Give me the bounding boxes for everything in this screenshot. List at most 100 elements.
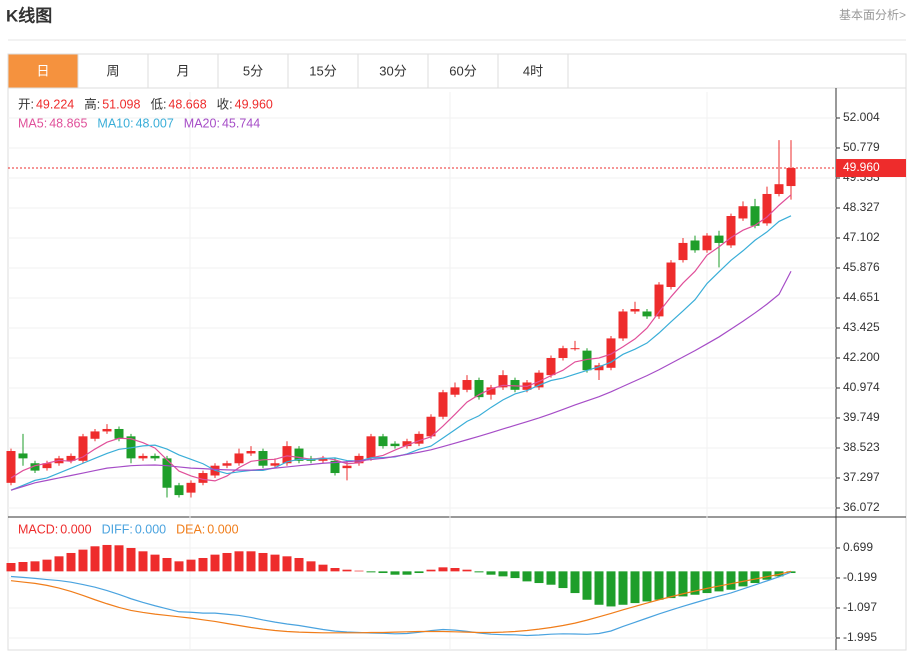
macd-bar	[522, 571, 532, 582]
candle-body	[558, 348, 568, 358]
candle-body	[270, 463, 280, 466]
candle-body	[690, 240, 700, 251]
macd-bar	[558, 571, 568, 589]
macd-bar	[642, 571, 652, 602]
candle-body	[738, 206, 748, 219]
macd-bar	[342, 569, 352, 572]
legend-value: 49.960	[235, 97, 273, 111]
candle-body	[222, 463, 232, 466]
tab[interactable]	[357, 53, 429, 89]
macd-bar	[534, 571, 544, 584]
candle-body	[318, 458, 328, 461]
macd-bar	[654, 571, 664, 600]
legend-label: DIFF:	[102, 522, 133, 536]
tab[interactable]	[147, 53, 219, 89]
macd-bar	[234, 551, 244, 572]
legend-label: DEA:	[176, 522, 205, 536]
macd-bar	[390, 571, 400, 575]
candle-body	[18, 453, 28, 459]
candle-body	[186, 482, 196, 493]
tab-label[interactable]: 15分	[309, 63, 336, 78]
tab-label[interactable]: 60分	[449, 63, 476, 78]
header-title: K线图	[6, 5, 52, 25]
macd-bar	[54, 556, 64, 572]
candle-body	[6, 451, 16, 483]
tab-label[interactable]: 周	[106, 63, 119, 78]
macd-bar	[678, 571, 688, 597]
macd-bar	[462, 569, 472, 572]
macd-bar	[714, 571, 724, 592]
candle-body	[654, 284, 664, 317]
legend-value: 0.000	[135, 522, 166, 536]
y-tick-label: 40.974	[843, 380, 880, 394]
legend-label: MA10:	[97, 116, 133, 130]
tab-label[interactable]: 日	[36, 63, 49, 78]
tab[interactable]	[427, 53, 499, 89]
candle-body	[678, 242, 688, 261]
macd-line	[10, 571, 792, 637]
candle-body	[162, 458, 172, 488]
candle-body	[426, 416, 436, 437]
macd-bar	[306, 561, 316, 572]
candle-body	[534, 372, 544, 388]
candle-body	[234, 453, 244, 464]
legend-value: 49.224	[36, 97, 74, 111]
macd-bar	[90, 546, 100, 572]
legend-label: MA5:	[18, 116, 47, 130]
macd-bar	[102, 544, 112, 572]
candle-body	[666, 262, 676, 288]
macd-bar	[126, 547, 136, 572]
tab-label[interactable]: 30分	[379, 63, 406, 78]
candle-body	[702, 235, 712, 251]
candle-body	[750, 206, 760, 226]
candle-body	[114, 428, 124, 439]
candle-body	[246, 451, 256, 454]
candle-body	[630, 309, 640, 312]
last-price-box	[836, 159, 906, 178]
macd-bar	[198, 557, 208, 572]
macd-bar	[594, 571, 604, 605]
macd-bar	[702, 571, 712, 594]
tab[interactable]	[497, 53, 569, 89]
macd-bar	[258, 552, 268, 572]
candle-body	[594, 365, 604, 371]
candle-body	[570, 348, 580, 350]
tab-label[interactable]: 月	[176, 63, 189, 78]
fundamental-link[interactable]: 基本面分析>	[839, 8, 906, 22]
candle-body	[174, 485, 184, 496]
y-tick-label: 0.699	[843, 540, 873, 554]
tab[interactable]	[287, 53, 359, 89]
ma-line	[10, 270, 792, 491]
macd-bar	[162, 557, 172, 572]
legend-value: 0.000	[207, 522, 238, 536]
candle-body	[198, 473, 208, 483]
candle-body	[150, 455, 160, 459]
y-tick-label: 44.651	[843, 290, 880, 304]
tab[interactable]	[217, 53, 289, 89]
macd-bar	[78, 549, 88, 572]
legend-value: 48.865	[49, 116, 87, 130]
macd-bar	[738, 571, 748, 587]
macd-line	[10, 570, 792, 634]
macd-bar	[282, 556, 292, 572]
candle-body	[462, 380, 472, 390]
macd-bar	[30, 561, 40, 572]
macd-bar	[210, 554, 220, 572]
tab-label[interactable]: 5分	[243, 63, 263, 78]
legend-label: 低:	[150, 97, 166, 111]
tab[interactable]	[7, 53, 79, 89]
macd-bar	[150, 554, 160, 572]
y-tick-label: 52.004	[843, 110, 880, 124]
candle-body	[498, 375, 508, 388]
legend-value: 48.668	[168, 97, 206, 111]
macd-bar	[138, 551, 148, 572]
candle-body	[282, 446, 292, 464]
tab-label[interactable]: 4时	[523, 63, 543, 78]
legend-label: 开:	[18, 97, 34, 111]
macd-bar	[666, 571, 676, 599]
y-tick-label: -1.097	[843, 600, 877, 614]
macd-bar	[114, 545, 124, 572]
legend-value: 0.000	[60, 522, 91, 536]
